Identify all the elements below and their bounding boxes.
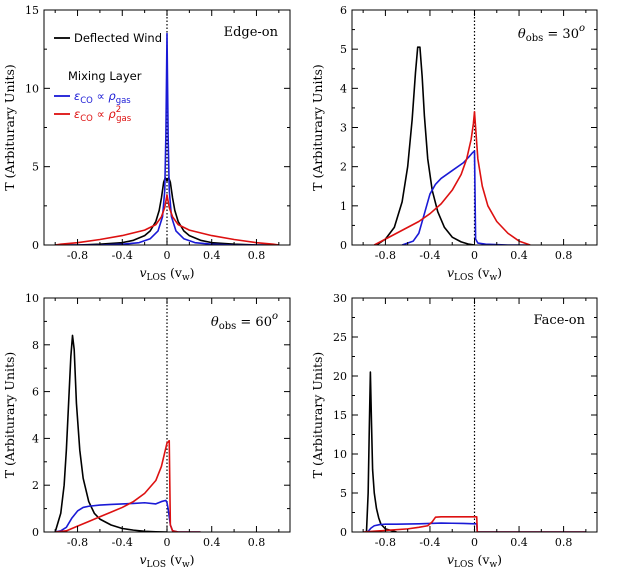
y-tick-label: 2 [32,479,39,492]
x-tick-label: 0.4 [203,536,221,549]
legend-title: Mixing Layer [68,69,142,83]
x-tick-label: -0.8 [67,536,88,549]
y-tick-label: 2 [340,161,347,174]
y-axis-label: T (Arbiturary Units) [2,64,17,191]
y-tick-label: 8 [32,339,39,352]
legend-label-mixing-rho: εCO ∝ ρgas [74,89,131,106]
x-tick-label: 0.4 [510,536,528,549]
y-tick-label: 30 [333,292,347,305]
x-axis-label: vLOS (vw) [139,552,194,570]
x-axis-label: vLOS (vw) [447,265,502,283]
deflected-wind-line [365,371,397,532]
x-tick-label: 0 [164,536,171,549]
y-tick-label: 3 [340,122,347,135]
y-tick-label: 10 [333,448,347,461]
mixing-rho2-line [373,111,531,245]
x-tick-label: -0.4 [112,536,133,549]
x-axis-label: vLOS (vw) [139,265,194,283]
deflected-wind-line [376,46,475,245]
y-tick-label: 0 [32,239,39,252]
mixing-rho2-line [363,515,586,532]
legend: Deflected Wind Mixing Layer εCO ∝ ρgasεCO … [54,31,162,124]
panel-title: Face-on [534,313,586,328]
y-tick-label: 6 [32,386,39,399]
series-group [363,371,586,532]
x-axis-label: vLOS (vw) [447,552,502,570]
y-tick-label: 20 [333,370,347,383]
x-tick-label: -0.8 [375,536,396,549]
deflected-wind-line [55,176,279,245]
x-tick-label: 0 [471,249,478,262]
legend-label-mixing-rho2: εCO ∝ ρ2 gas [74,105,132,124]
x-tick-label: 0.4 [203,249,221,262]
panel-title: θobs = 30o [518,23,585,44]
panel-title: Edge-on [224,25,279,40]
x-tick-label: 0.8 [555,536,573,549]
x-tick-label: 0.4 [510,249,528,262]
y-axis-label: T (Arbiturary Units) [310,64,325,191]
series-group [54,334,201,532]
x-tick-label: -0.4 [419,536,440,549]
x-tick-label: -0.8 [375,249,396,262]
mixing-rho-line [366,522,586,532]
series-group [373,46,531,245]
y-tick-label: 1 [340,200,347,213]
mixing-rho-line [401,150,531,245]
y-tick-label: 0 [340,239,347,252]
legend-label-deflected-wind: Deflected Wind [74,31,162,45]
panel-4: -0.8 -0.4 0 0.4 0.8 0 5 10 15 20 25 30 vLOS (vw) T (A… [310,292,598,570]
y-tick-label: 4 [32,432,39,445]
panel-3: -0.8 -0.4 0 0.4 0.8 0 2 4 6 8 10 vLOS (vw) T (Arbitu… [2,292,291,570]
x-tick-label: 0 [164,249,171,262]
panel-title: θobs = 60o [211,311,278,332]
mixing-rho2-line [55,194,279,245]
x-tick-label: 0.8 [248,536,266,549]
deflected-wind-line [54,334,168,532]
x-tick-label: 0.8 [555,249,573,262]
y-tick-label: 15 [333,409,347,422]
x-tick-label: -0.4 [112,249,133,262]
y-tick-label: 10 [25,292,39,305]
panel-2: -0.8 -0.4 0 0.4 0.8 0 1 2 3 4 5 6 vLOS (vw) T (Arbitu… [310,4,598,283]
mixing-rho2-line [55,439,201,532]
y-tick-label: 5 [340,43,347,56]
y-tick-label: 10 [25,82,39,95]
x-tick-label: -0.8 [67,249,88,262]
y-tick-label: 4 [340,82,347,95]
y-axis-label: T (Arbiturary Units) [310,352,325,479]
x-tick-label: 0.8 [248,249,266,262]
y-tick-label: 5 [32,161,39,174]
x-tick-label: 0 [471,536,478,549]
y-tick-label: 25 [333,331,347,344]
y-tick-label: 15 [25,4,39,17]
panel-1: -0.8 -0.4 0 0.4 0.8 0 5 10 15 vLOS (vw) T (Arbitur… [2,4,291,283]
mixing-rho-line [55,32,279,245]
y-tick-label: 5 [340,487,347,500]
y-tick-label: 0 [32,526,39,539]
y-tick-label: 6 [340,4,347,17]
y-axis-label: T (Arbiturary Units) [2,352,17,479]
x-tick-label: -0.4 [419,249,440,262]
y-tick-label: 0 [340,526,347,539]
series-group [55,32,279,245]
